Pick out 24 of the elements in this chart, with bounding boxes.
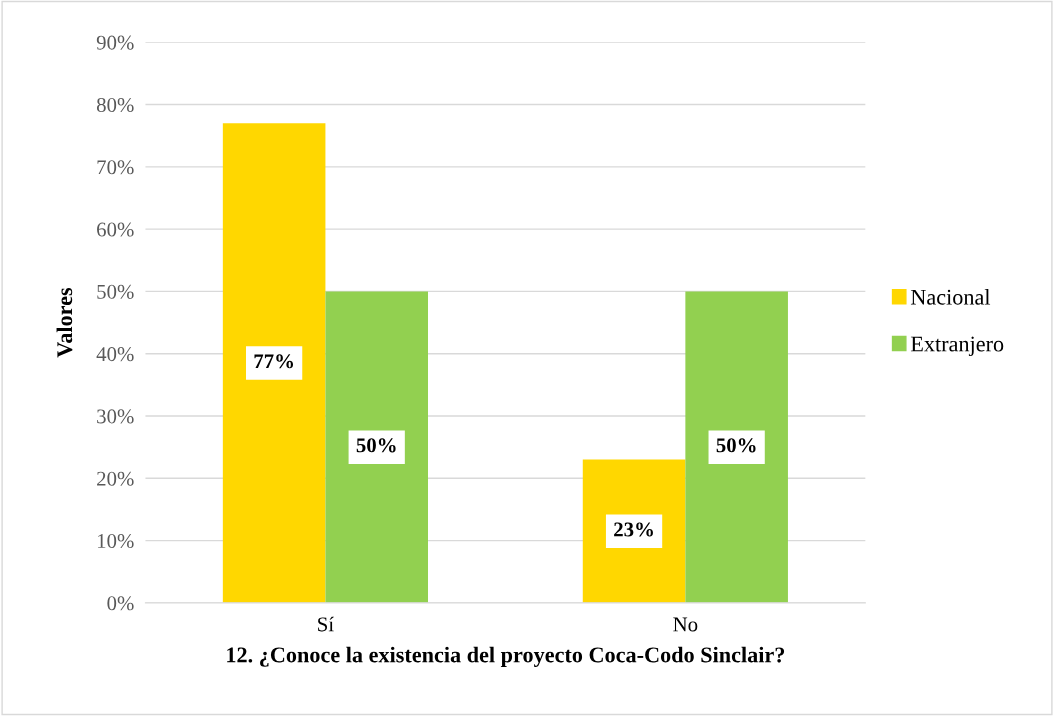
bar [222,123,326,603]
x-tick-label: Sí [318,616,334,632]
y-tick-label: 10% [97,533,134,549]
data-label: 50% [356,438,396,453]
y-tick-label: 70% [97,160,134,175]
y-tick-label: 50% [97,284,134,299]
data-label: 23% [614,522,653,537]
data-label: 77% [254,354,294,369]
legend-label: Nacional [910,289,991,305]
legend-label: Extranjero [910,336,1004,357]
y-tick-label: 90% [96,35,134,50]
bar [325,291,429,603]
bar [582,459,686,603]
y-axis-title: Valores [56,287,73,358]
y-tick-label: 40% [96,347,134,362]
data-label: 50% [716,438,756,453]
bar [685,291,788,603]
y-tick-label: 30% [97,409,134,424]
x-axis-title: 12. ¿Conoce la existencia del proyecto Coca-Codo Sinclair? [227,646,785,667]
y-tick-label: 60% [97,222,134,237]
y-tick-label: 20% [97,471,134,486]
x-tick-label: No [673,617,698,632]
y-tick-label: 80% [96,97,134,113]
y-tick-label: 0% [107,596,134,611]
